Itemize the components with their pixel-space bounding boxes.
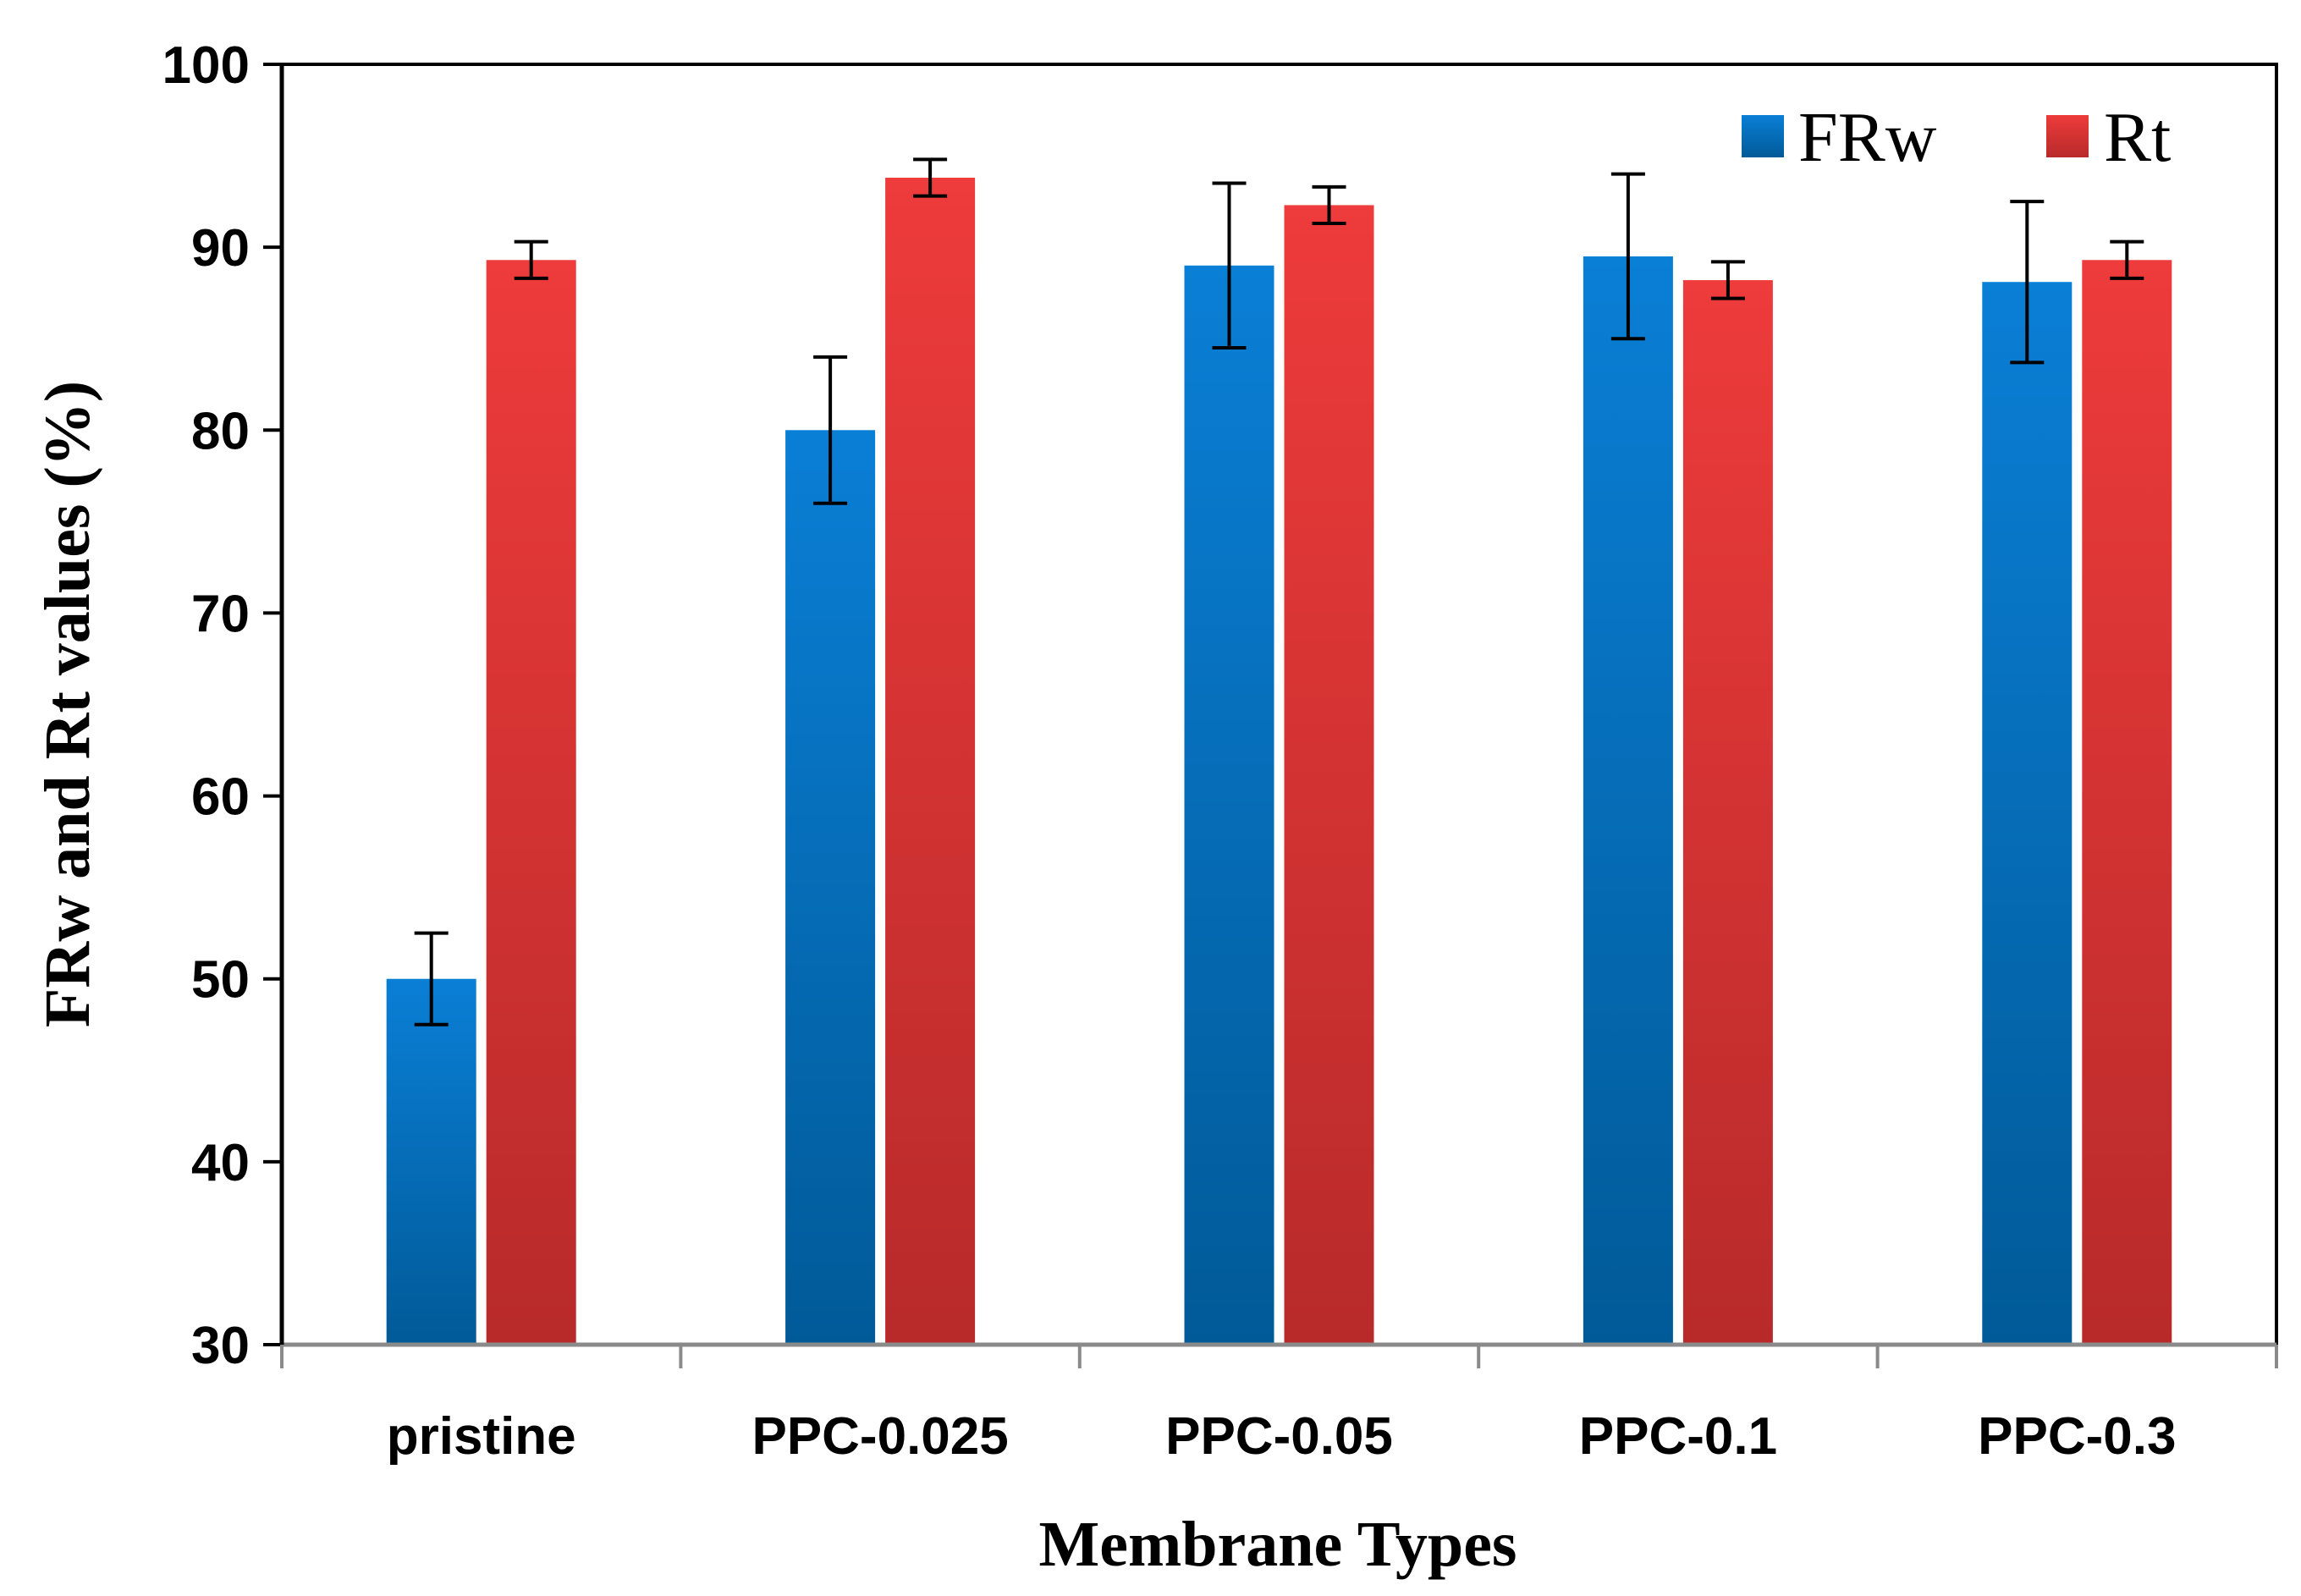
bar-frw-ppc-0.1 <box>1583 256 1673 1346</box>
x-tick-label: PPC-0.025 <box>751 1407 1008 1466</box>
bars-layer <box>386 178 2172 1346</box>
y-tick-label: 50 <box>191 951 250 1010</box>
y-tick-label: 40 <box>191 1134 250 1192</box>
y-axis-title: FRw and Rt values (%) <box>32 381 103 1027</box>
legend-label-frw: FRw <box>1798 98 1937 177</box>
x-axis-ticks: pristine PPC-0.025 PPC-0.05 PPC-0.1 PPC-0.3 <box>280 1345 2278 1466</box>
legend-swatch-frw <box>1742 115 1784 157</box>
bar-rt-ppc-0.3 <box>2082 260 2172 1346</box>
plot-area <box>280 63 2278 1346</box>
y-tick-label: 100 <box>162 36 250 95</box>
x-tick-label: PPC-0.1 <box>1579 1407 1777 1466</box>
bar-rt-ppc-0.025 <box>885 178 976 1346</box>
bar-rt-ppc-0.1 <box>1682 280 1773 1345</box>
x-tick-label: pristine <box>387 1407 576 1466</box>
bar-rt-pristine <box>486 260 576 1346</box>
y-tick-label: 70 <box>191 585 250 643</box>
x-tick-label: PPC-0.3 <box>1978 1407 2176 1466</box>
y-tick-label: 60 <box>191 768 250 827</box>
legend-label-rt: Rt <box>2104 98 2171 177</box>
y-tick-label: 90 <box>191 219 250 278</box>
bar-rt-ppc-0.05 <box>1284 205 1374 1346</box>
y-tick-label: 80 <box>191 402 250 460</box>
bar-frw-ppc-0.3 <box>1982 282 2073 1346</box>
legend-swatch-rt <box>2046 115 2089 157</box>
bar-frw-ppc-0.025 <box>785 430 876 1346</box>
y-tick-label: 30 <box>191 1317 250 1375</box>
x-tick-label: PPC-0.05 <box>1165 1407 1393 1466</box>
legend: FRw Rt <box>1742 98 2171 177</box>
bar-frw-ppc-0.05 <box>1184 265 1274 1346</box>
y-axis-ticks: 30 40 50 60 70 80 90 100 <box>162 36 282 1375</box>
bar-frw-pristine <box>386 978 476 1345</box>
x-axis-title: Membrane Types <box>1038 1509 1517 1580</box>
error-bars-layer <box>414 157 2144 1026</box>
